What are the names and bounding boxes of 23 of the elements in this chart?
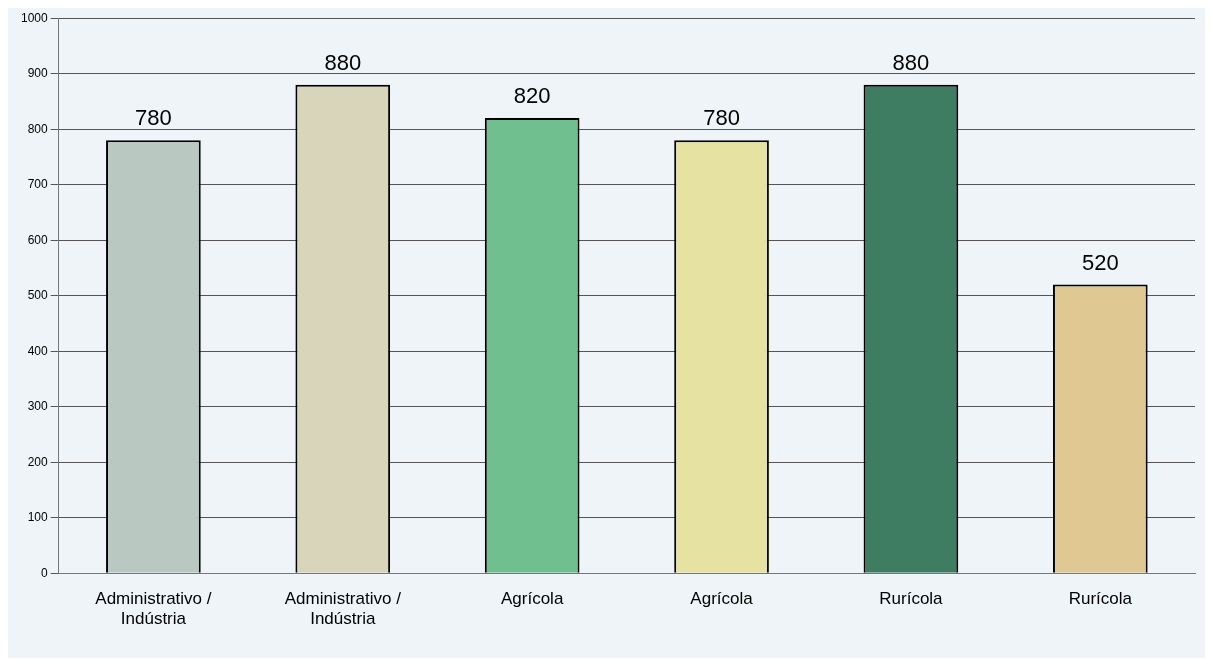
y-tick-label: 1000 bbox=[20, 10, 49, 25]
y-tick-label: 100 bbox=[27, 510, 49, 525]
data-label: 820 bbox=[513, 83, 551, 109]
y-tick-label: 800 bbox=[27, 121, 49, 136]
x-tick-label: Rurícola bbox=[1068, 589, 1133, 609]
y-tick-label: 900 bbox=[27, 66, 49, 81]
x-tick-label: Administrativo / Indústria bbox=[95, 589, 212, 629]
data-label: 880 bbox=[892, 49, 930, 75]
y-tick-label: 300 bbox=[27, 399, 49, 414]
data-label: 780 bbox=[135, 105, 172, 131]
x-tick-label: Administrativo / Indústria bbox=[284, 589, 402, 629]
y-tick-label: 500 bbox=[27, 288, 49, 303]
x-tick-label: Agrícola bbox=[690, 589, 754, 609]
y-tick-label: 200 bbox=[27, 454, 49, 469]
y-tick-label: 600 bbox=[27, 232, 49, 247]
x-tick-label: Agrícola bbox=[500, 589, 564, 609]
data-label: 780 bbox=[703, 105, 740, 131]
data-label: 520 bbox=[1081, 249, 1119, 275]
y-tick-label: 0 bbox=[41, 565, 49, 580]
y-tick-label: 700 bbox=[27, 177, 49, 192]
data-label: 880 bbox=[324, 49, 362, 75]
y-tick-label: 400 bbox=[27, 343, 49, 358]
x-tick-label: Rurícola bbox=[879, 589, 944, 609]
